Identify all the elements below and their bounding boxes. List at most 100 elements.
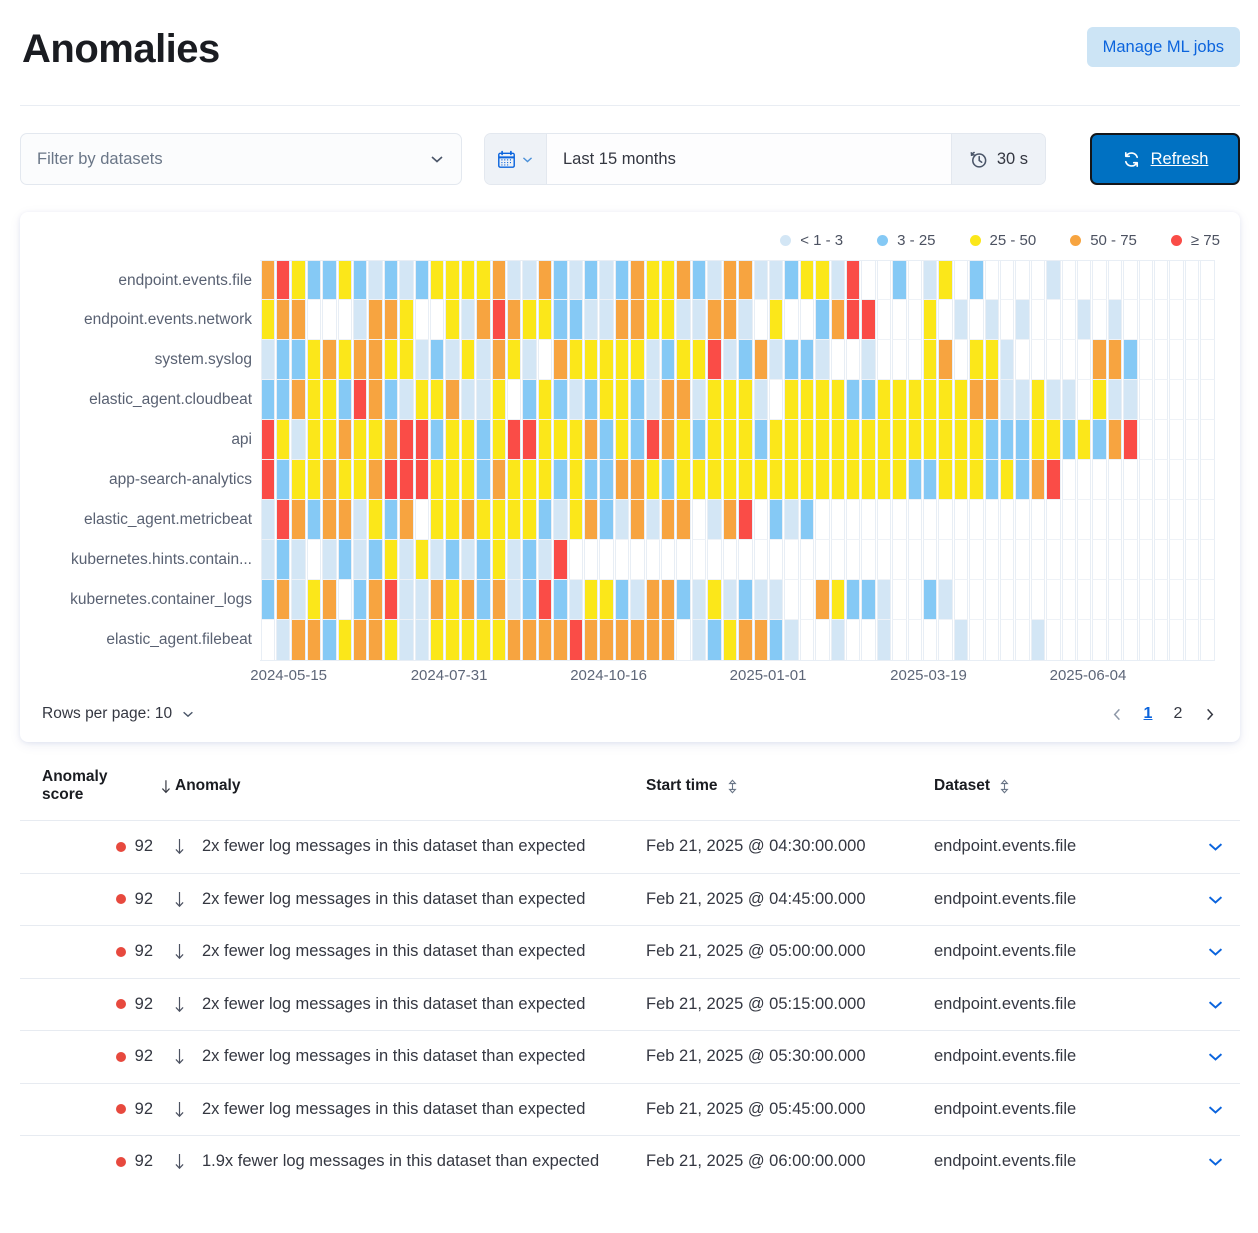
heatmap-cell[interactable] [1015, 500, 1030, 540]
heatmap-cell[interactable] [861, 460, 876, 500]
heatmap-cell[interactable] [1077, 540, 1092, 580]
heatmap-cell[interactable] [553, 460, 568, 500]
heatmap-cell[interactable] [845, 261, 861, 300]
heatmap-cell[interactable] [691, 620, 707, 660]
heatmap-cell[interactable] [1200, 420, 1215, 460]
heatmap-cell[interactable] [599, 340, 614, 380]
heatmap-cell[interactable] [707, 340, 722, 380]
heatmap-cell[interactable] [352, 500, 368, 540]
heatmap-cell[interactable] [352, 620, 368, 660]
heatmap-cell[interactable] [1107, 580, 1123, 620]
heatmap-cell[interactable] [414, 540, 429, 580]
heatmap-cell[interactable] [645, 261, 661, 300]
heatmap-cell[interactable] [537, 380, 553, 420]
heatmap-cell[interactable] [784, 580, 799, 620]
heatmap-cell[interactable] [722, 620, 738, 660]
heatmap-cell[interactable] [1107, 460, 1123, 500]
heatmap-cell[interactable] [676, 340, 691, 380]
heatmap-cell[interactable] [784, 261, 799, 300]
heatmap-cell[interactable] [537, 500, 553, 540]
heatmap-cell[interactable] [1061, 380, 1077, 420]
heatmap-cell[interactable] [584, 420, 599, 460]
heatmap-cell[interactable] [275, 460, 291, 500]
heatmap-cell[interactable] [491, 500, 506, 540]
heatmap-cell[interactable] [953, 420, 969, 460]
heatmap-cell[interactable] [1107, 620, 1123, 660]
heatmap-cell[interactable] [1030, 340, 1046, 380]
heatmap-cell[interactable] [614, 580, 630, 620]
heatmap-cell[interactable] [799, 300, 815, 340]
heatmap-cell[interactable] [768, 420, 784, 460]
heatmap-cell[interactable] [830, 261, 845, 300]
heatmap-cell[interactable] [1169, 380, 1184, 420]
heatmap-cell[interactable] [630, 420, 645, 460]
heatmap-cell[interactable] [830, 420, 845, 460]
heatmap-cell[interactable] [707, 300, 722, 340]
heatmap-cell[interactable] [1138, 300, 1154, 340]
heatmap-cell[interactable] [876, 540, 892, 580]
pagination-page-2[interactable]: 2 [1173, 705, 1183, 722]
heatmap-cell[interactable] [522, 261, 537, 300]
heatmap-cell[interactable] [322, 300, 337, 340]
heatmap-cell[interactable] [414, 500, 429, 540]
heatmap-cell[interactable] [322, 261, 337, 300]
heatmap-cell[interactable] [1077, 620, 1092, 660]
heatmap-cell[interactable] [568, 540, 584, 580]
heatmap-cell[interactable] [445, 340, 460, 380]
heatmap-cell[interactable] [969, 261, 984, 300]
heatmap-cell[interactable] [553, 500, 568, 540]
heatmap-cell[interactable] [522, 500, 537, 540]
heatmap-cell[interactable] [1154, 340, 1169, 380]
heatmap-cell[interactable] [399, 261, 414, 300]
heatmap-cell[interactable] [753, 261, 768, 300]
heatmap-cell[interactable] [352, 460, 368, 500]
heatmap-cell[interactable] [429, 380, 445, 420]
heatmap-cell[interactable] [922, 261, 938, 300]
heatmap-cell[interactable] [291, 420, 306, 460]
heatmap-cell[interactable] [861, 340, 876, 380]
heatmap-cell[interactable] [1046, 460, 1061, 500]
heatmap-cell[interactable] [1061, 300, 1077, 340]
heatmap-cell[interactable] [691, 300, 707, 340]
heatmap-cell[interactable] [614, 420, 630, 460]
heatmap-cell[interactable] [815, 500, 830, 540]
heatmap-cell[interactable] [399, 540, 414, 580]
heatmap-cell[interactable] [845, 460, 861, 500]
pagination-page-1[interactable]: 1 [1143, 705, 1153, 722]
heatmap-cell[interactable] [969, 500, 984, 540]
heatmap-cell[interactable] [907, 261, 922, 300]
pagination-next-button[interactable] [1196, 701, 1222, 727]
heatmap-cell[interactable] [306, 460, 322, 500]
heatmap-cell[interactable] [661, 580, 676, 620]
column-header-dataset[interactable]: Dataset [934, 777, 1190, 795]
heatmap-cell[interactable] [414, 300, 429, 340]
heatmap-cell[interactable] [522, 340, 537, 380]
heatmap-cell[interactable] [1077, 300, 1092, 340]
heatmap-cell[interactable] [368, 340, 383, 380]
heatmap-cell[interactable] [368, 380, 383, 420]
heatmap-cell[interactable] [1092, 420, 1107, 460]
heatmap-cell[interactable] [722, 500, 738, 540]
heatmap-cell[interactable] [645, 620, 661, 660]
heatmap-cell[interactable] [568, 261, 584, 300]
heatmap-cell[interactable] [969, 620, 984, 660]
heatmap-cell[interactable] [1061, 580, 1077, 620]
heatmap-cell[interactable] [1000, 580, 1015, 620]
heatmap-cell[interactable] [676, 380, 691, 420]
heatmap-cell[interactable] [691, 580, 707, 620]
heatmap-cell[interactable] [337, 380, 352, 420]
heatmap-cell[interactable] [661, 300, 676, 340]
heatmap-cell[interactable] [275, 300, 291, 340]
heatmap-cell[interactable] [553, 580, 568, 620]
heatmap-cell[interactable] [738, 540, 753, 580]
heatmap-cell[interactable] [815, 540, 830, 580]
heatmap-cell[interactable] [984, 261, 999, 300]
heatmap-cell[interactable] [275, 380, 291, 420]
heatmap-cell[interactable] [614, 300, 630, 340]
heatmap-cell[interactable] [1184, 300, 1200, 340]
heatmap-cell[interactable] [907, 500, 922, 540]
heatmap-cell[interactable] [815, 420, 830, 460]
heatmap-cell[interactable] [876, 620, 892, 660]
heatmap-cell[interactable] [306, 380, 322, 420]
heatmap-cell[interactable] [784, 340, 799, 380]
